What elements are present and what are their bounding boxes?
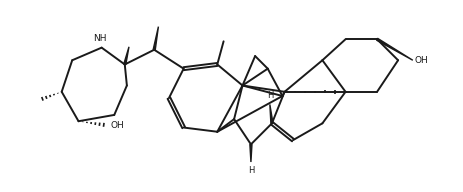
Text: NH: NH <box>93 34 106 43</box>
Polygon shape <box>250 144 251 162</box>
Polygon shape <box>376 38 412 60</box>
Text: OH: OH <box>413 56 427 65</box>
Text: OH: OH <box>110 121 124 130</box>
Polygon shape <box>153 27 158 50</box>
Text: H: H <box>247 166 254 175</box>
Polygon shape <box>269 104 272 123</box>
Polygon shape <box>124 47 129 65</box>
Text: H: H <box>266 91 272 100</box>
